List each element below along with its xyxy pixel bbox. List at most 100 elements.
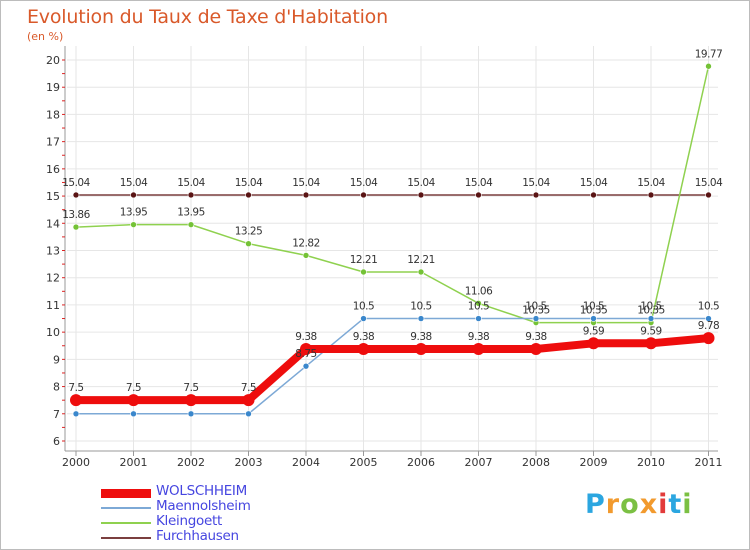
y-tick-label: 6 (53, 435, 60, 448)
y-tick-label: 17 (46, 136, 60, 149)
data-label-wolschheim: 7.5 (126, 382, 141, 394)
data-point-maennolsheim (417, 315, 425, 322)
proxiti-logo: Proxiti (585, 489, 693, 520)
data-label-wolschheim: 9.38 (353, 331, 374, 343)
data-point-wolschheim (185, 394, 197, 407)
y-tick-label: 12 (46, 272, 60, 285)
series-line-maennolsheim (75, 317, 710, 415)
x-tick-label: 2006 (407, 456, 435, 469)
data-label-furchhausen: 15.04 (120, 177, 148, 189)
data-point-kleingoett (302, 252, 310, 259)
data-label-maennolsheim: 10.5 (640, 301, 661, 313)
logo-letter: i (682, 489, 693, 520)
x-tick-label: 2003 (235, 456, 263, 469)
data-point-wolschheim (70, 394, 82, 407)
legend-label-wolschheim: WOLSCHHEIM (156, 483, 247, 499)
logo-letter: P (585, 489, 606, 520)
data-label-furchhausen: 15.04 (637, 177, 665, 189)
data-point-kleingoett (417, 268, 425, 276)
data-point-maennolsheim (187, 410, 195, 418)
data-point-maennolsheim (532, 315, 540, 322)
data-label-furchhausen: 15.04 (522, 177, 550, 189)
y-tick-label: 7 (53, 408, 60, 421)
data-label-wolschheim: 9.59 (583, 325, 604, 337)
legend-swatch-maennolsheim (101, 507, 151, 509)
data-label-kleingoett: 13.95 (177, 207, 205, 219)
data-label-wolschheim: 7.5 (241, 382, 256, 394)
y-tick-label: 11 (46, 299, 60, 312)
data-label-wolschheim: 9.78 (698, 320, 719, 332)
data-point-kleingoett (705, 62, 712, 70)
data-label-furchhausen: 15.04 (695, 177, 723, 189)
data-label-kleingoett: 11.06 (465, 285, 493, 297)
data-label-wolschheim: 9.59 (640, 325, 661, 337)
data-point-furchhausen (590, 191, 597, 199)
data-label-wolschheim: 9.38 (525, 331, 546, 343)
data-label-furchhausen: 15.04 (62, 177, 90, 189)
data-point-maennolsheim (302, 362, 310, 370)
data-label-maennolsheim: 10.5 (583, 301, 604, 313)
data-label-wolschheim: 9.38 (468, 331, 489, 343)
data-label-furchhausen: 15.04 (580, 177, 608, 189)
data-label-wolschheim: 9.38 (410, 331, 431, 343)
data-point-wolschheim (530, 343, 542, 356)
data-point-furchhausen (187, 191, 195, 199)
data-label-maennolsheim: 10.5 (525, 301, 546, 313)
data-point-maennolsheim (590, 315, 597, 322)
data-point-furchhausen (532, 191, 540, 199)
data-point-kleingoett (72, 223, 80, 231)
data-label-kleingoett: 12.21 (407, 254, 435, 266)
y-tick-label: 18 (46, 108, 60, 121)
data-label-maennolsheim: 8.75 (295, 348, 316, 360)
series-line-kleingoett (75, 65, 710, 324)
data-point-kleingoett (130, 221, 137, 228)
data-label-furchhausen: 15.04 (350, 177, 378, 189)
line-chart: 6 7 8 9 10 11 12 13 14 15 16 17 18 19 20 2000 2001 2002 20… (46, 46, 724, 469)
data-point-maennolsheim (130, 410, 137, 418)
data-point-maennolsheim (647, 315, 655, 322)
data-point-kleingoett (360, 268, 367, 276)
data-label-kleingoett: 10.35 (580, 305, 608, 317)
data-label-kleingoett: 10.35 (522, 305, 550, 317)
data-point-furchhausen (302, 191, 310, 199)
y-tick-label: 16 (46, 163, 60, 176)
data-point-furchhausen (705, 191, 712, 199)
legend-label-maennolsheim: Maennolsheim (156, 498, 251, 514)
data-point-maennolsheim (245, 410, 252, 418)
y-axis-unit-label: (en %) (27, 30, 64, 43)
x-tick-label: 2000 (62, 456, 90, 469)
data-point-maennolsheim (705, 315, 712, 322)
data-label-kleingoett: 13.95 (120, 207, 148, 219)
data-label-kleingoett: 10.35 (637, 305, 665, 317)
data-label-furchhausen: 15.04 (292, 177, 320, 189)
data-label-maennolsheim: 10.5 (468, 301, 489, 313)
logo-letter: t (668, 489, 683, 520)
data-point-wolschheim (242, 394, 255, 407)
data-label-furchhausen: 15.04 (235, 177, 263, 189)
x-tick-label: 2010 (637, 456, 665, 469)
legend-label-furchhausen: Furchhausen (156, 528, 239, 544)
x-tick-label: 2002 (177, 456, 205, 469)
data-point-furchhausen (647, 191, 655, 199)
data-label-kleingoett: 13.25 (235, 226, 263, 238)
data-point-maennolsheim (360, 315, 367, 322)
data-point-kleingoett (187, 221, 195, 228)
y-tick-label: 19 (46, 81, 60, 94)
data-point-furchhausen (72, 191, 80, 199)
data-label-furchhausen: 15.04 (177, 177, 205, 189)
data-label-maennolsheim: 10.5 (353, 301, 374, 313)
x-tick-label: 2004 (292, 456, 320, 469)
x-tick-label: 2007 (465, 456, 493, 469)
legend-swatch-kleingoett (101, 522, 151, 524)
data-point-wolschheim (300, 343, 312, 356)
plot-area (65, 46, 718, 451)
data-label-maennolsheim: 10.5 (698, 301, 719, 313)
data-point-kleingoett (245, 240, 252, 247)
legend-swatch-wolschheim (101, 489, 151, 498)
data-label-wolschheim: 7.5 (68, 382, 83, 394)
data-label-maennolsheim: 10.5 (410, 301, 431, 313)
y-tick-label: 15 (46, 190, 60, 203)
data-point-kleingoett (475, 299, 482, 307)
y-tick-label: 13 (46, 245, 60, 258)
